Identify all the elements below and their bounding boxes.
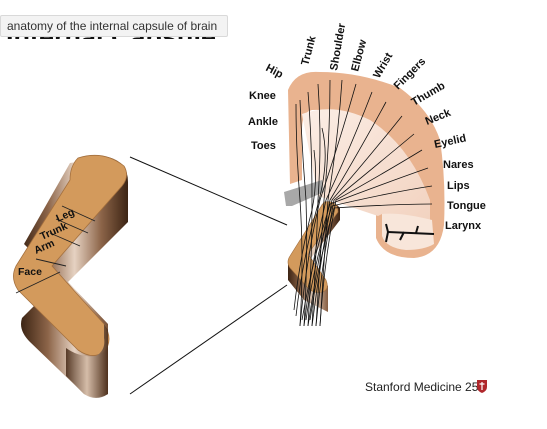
capsule-divider-2 [55, 218, 89, 234]
capsule-divider-5 [15, 271, 61, 294]
capsule-divider-3 [49, 232, 81, 247]
larynx-branch [385, 223, 435, 243]
title-tooltip: anatomy of the internal capsule of brain [0, 15, 228, 37]
label-ankle: Ankle [248, 116, 278, 128]
label-wrist: Wrist [371, 51, 395, 81]
label-elbow: Elbow [349, 38, 369, 73]
credit-text: Stanford Medicine 25 [365, 380, 479, 394]
gray-tract [284, 180, 324, 206]
projection-fibers [293, 79, 433, 327]
title-banner: Internal Capsule anatomy of the internal… [0, 15, 228, 39]
label-trunk: Trunk [299, 34, 319, 67]
capsule-lower-front [66, 324, 108, 398]
label-thumb: Thumb [410, 80, 448, 109]
connector-line-bottom [129, 284, 288, 395]
label-neck: Neck [424, 106, 454, 127]
label-shoulder: Shoulder [328, 22, 348, 72]
label-toes: Toes [251, 140, 276, 152]
connector-line-top [129, 156, 288, 226]
label-hip: Hip [264, 62, 286, 81]
label-tongue: Tongue [447, 200, 486, 212]
large-capsule: Leg Trunk Arm Face [13, 154, 128, 398]
label-knee: Knee [249, 90, 276, 102]
capsule-divider-1 [61, 205, 96, 222]
homunculus-cortex [284, 71, 445, 327]
small-capsule-side [288, 202, 340, 312]
fiber-fan-fill [302, 109, 430, 224]
capsule-label-face: Face [18, 266, 42, 278]
larynx-region [382, 213, 434, 250]
label-fingers: Fingers [392, 56, 429, 93]
capsule-divider-4 [35, 258, 67, 267]
shield-logo-icon [477, 380, 487, 393]
label-lips: Lips [447, 180, 470, 192]
label-nares: Nares [443, 159, 474, 171]
label-larynx: Larynx [445, 220, 482, 232]
